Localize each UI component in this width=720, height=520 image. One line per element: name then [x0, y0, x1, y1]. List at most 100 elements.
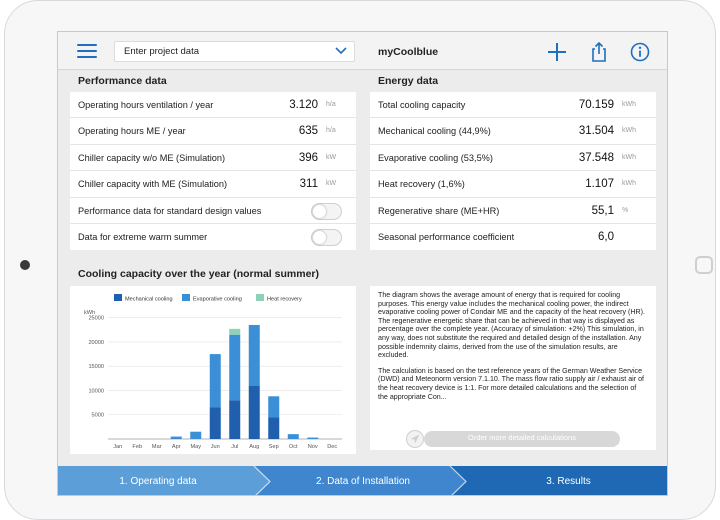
legend-swatch	[114, 294, 122, 301]
project-select-label: Enter project data	[124, 46, 199, 57]
bar-segment	[248, 385, 260, 439]
row-label: Chiller capacity with ME (Simulation)	[78, 179, 228, 190]
y-tick-label: 15000	[88, 364, 104, 370]
top-bar: Enter project data myCoolblue	[58, 32, 667, 70]
row-unit: kWh	[622, 127, 636, 135]
bar-segment	[287, 434, 299, 439]
row-value: 37.548	[578, 151, 614, 164]
bar-segment	[229, 400, 241, 439]
row-value: 31.504	[578, 125, 614, 138]
row-unit: kWh	[622, 101, 636, 108]
bar-segment	[268, 396, 280, 418]
row-unit: kWh	[622, 153, 636, 161]
toggle-row: Performance data for standard design val…	[70, 198, 356, 224]
bar-segment	[209, 407, 221, 439]
location-arrow-icon[interactable]	[406, 430, 424, 448]
toggle-row: Data for extreme warm summer	[70, 224, 356, 250]
x-tick-label: Sep	[269, 444, 279, 450]
performance-row: Chiller capacity w/o ME (Simulation) 396…	[70, 145, 356, 172]
bar-segment	[170, 436, 182, 439]
description-paragraph: The calculation is based on the test ref…	[378, 366, 644, 401]
x-tick-label: Oct	[289, 444, 298, 450]
y-tick-label: 20000	[88, 340, 104, 346]
description-panel: The diagram shows the average amount of …	[370, 286, 656, 450]
y-axis-label: kWh	[84, 310, 95, 316]
performance-row: Chiller capacity with ME (Simulation) 31…	[70, 171, 356, 198]
energy-row: Mechanical cooling (44,9%) 31.504 kWh	[370, 118, 656, 145]
cooling-chart: Mechanical cooling Evaporative cooling Hea…	[84, 294, 342, 450]
step-navigation: 1. Operating data 2. Data of Installatio…	[58, 466, 667, 495]
camera-dot	[20, 260, 30, 270]
energy-panel: Total cooling capacity 70.159 kWh Mechan…	[370, 92, 656, 250]
share-icon[interactable]	[589, 42, 609, 62]
row-unit: kW	[326, 153, 337, 161]
row-label: Operating hours ME / year	[78, 126, 186, 137]
legend-label: Mechanical cooling	[125, 297, 173, 303]
project-select[interactable]: Enter project data	[114, 41, 355, 62]
step-installation-data[interactable]: 2. Data of Installation	[316, 476, 410, 487]
step-results[interactable]: 3. Results	[546, 476, 591, 487]
x-tick-label: Feb	[132, 444, 142, 450]
plus-icon[interactable]	[547, 42, 567, 62]
x-tick-label: Jan	[113, 444, 122, 450]
legend-swatch	[256, 294, 264, 301]
x-tick-label: May	[190, 444, 201, 450]
bar-segment	[229, 328, 241, 335]
row-value: 70.159	[578, 99, 614, 111]
step-operating-data[interactable]: 1. Operating data	[119, 476, 197, 487]
x-tick-label: Dec	[327, 444, 337, 450]
energy-row: Seasonal performance coefficient 6,0	[370, 224, 656, 250]
description-paragraph: The diagram shows the average amount of …	[378, 291, 645, 360]
energy-row: Evaporative cooling (53,5%) 37.548 kWh	[370, 145, 656, 172]
description-footer: Order more detailed calculations	[370, 428, 656, 450]
order-calculations-button[interactable]: Order more detailed calculations	[424, 431, 620, 447]
row-unit: %	[622, 206, 629, 214]
row-label: Evaporative cooling (53,5%)	[378, 152, 493, 163]
bar-segment	[209, 354, 221, 408]
energy-title: Energy data	[378, 75, 439, 87]
legend-label: Evaporative cooling	[193, 297, 242, 303]
row-value: 1.107	[585, 178, 614, 191]
hamburger-menu-icon[interactable]	[77, 44, 97, 59]
standard-design-toggle[interactable]	[311, 202, 342, 220]
bar-segment	[307, 437, 319, 439]
row-value: 55,1	[591, 204, 614, 217]
row-unit: kW	[326, 180, 337, 188]
app-screen: Enter project data myCoolblue	[57, 31, 668, 496]
performance-title: Performance data	[78, 75, 167, 87]
x-tick-label: Apr	[172, 444, 181, 450]
legend-swatch	[182, 294, 190, 301]
bar-segment	[268, 417, 280, 439]
row-label: Regenerative share (ME+HR)	[378, 205, 500, 216]
row-unit: h/a	[326, 127, 336, 135]
row-label: Chiller capacity w/o ME (Simulation)	[78, 152, 226, 163]
app-title: myCoolblue	[378, 46, 439, 58]
performance-row: Operating hours ME / year 635 h/a	[70, 118, 356, 145]
bar-segment	[248, 324, 260, 386]
row-label: Operating hours ventilation / year	[78, 100, 214, 110]
bar-segment	[229, 334, 241, 401]
row-label: Heat recovery (1,6%)	[378, 179, 465, 190]
row-value: 3.120	[289, 99, 318, 111]
row-value: 311	[299, 178, 318, 191]
chart-panel: Mechanical cooling Evaporative cooling Hea…	[70, 286, 356, 454]
energy-row: Total cooling capacity 70.159 kWh	[370, 92, 656, 119]
chevron-down-icon	[335, 47, 347, 55]
bar-segment	[190, 431, 202, 439]
y-tick-label: 25000	[88, 316, 104, 322]
info-icon[interactable]	[630, 42, 650, 62]
row-value: 6,0	[598, 230, 614, 243]
legend-label: Heat recovery	[267, 297, 302, 303]
y-tick-label: 10000	[88, 388, 104, 394]
performance-row: Operating hours ventilation / year 3.120…	[70, 92, 356, 119]
row-label: Seasonal performance coefficient	[378, 231, 515, 242]
x-tick-label: Nov	[308, 444, 318, 450]
tablet-frame: Enter project data myCoolblue	[4, 0, 716, 520]
row-label: Total cooling capacity	[378, 100, 466, 110]
extreme-summer-toggle[interactable]	[311, 228, 342, 246]
x-tick-label: Aug	[249, 444, 259, 450]
home-button[interactable]	[695, 256, 713, 274]
x-tick-label: Mar	[152, 444, 162, 450]
toggle-label: Data for extreme warm summer	[78, 231, 208, 242]
row-value: 635	[298, 125, 318, 138]
